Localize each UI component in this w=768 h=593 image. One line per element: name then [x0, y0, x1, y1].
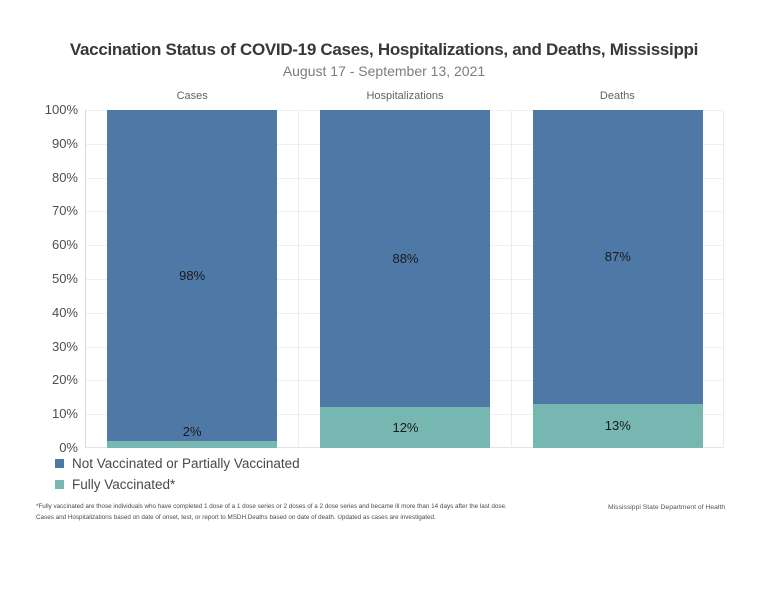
chart-legend: Not Vaccinated or Partially Vaccinated Fu…	[55, 453, 300, 495]
value-label-not-vaccinated: 87%	[604, 249, 631, 265]
segment-fully-vaccinated	[532, 404, 703, 448]
y-tick-label: 80%	[51, 169, 78, 185]
value-label-fully-vaccinated: 13%	[604, 418, 631, 434]
y-tick-label: 40%	[51, 304, 78, 320]
value-label-not-vaccinated: 88%	[392, 250, 419, 266]
panel-header: Cases	[176, 90, 208, 102]
footnote-line-1: *Fully vaccinated are those individuals …	[36, 503, 507, 510]
y-axis: 100% 90% 80% 70% 60% 50% 40% 30% 20% 10% 0%	[0, 102, 78, 455]
footnote-line-2: Cases and Hospitalizations based on date…	[36, 514, 436, 521]
legend-row: Not Vaccinated or Partially Vaccinated	[55, 453, 300, 474]
panel-header: Deaths	[599, 90, 635, 102]
legend-row: Fully Vaccinated*	[55, 474, 300, 495]
segment-not-vaccinated	[532, 110, 703, 405]
y-tick-label: 0%	[59, 440, 78, 455]
y-tick-label: 70%	[51, 203, 78, 219]
legend-label: Fully Vaccinated*	[72, 477, 176, 492]
value-label-fully-vaccinated: 2%	[182, 424, 202, 440]
panel-header: Hospitalizations	[366, 90, 444, 102]
value-label-fully-vaccinated: 12%	[392, 419, 419, 435]
y-tick-label: 50%	[51, 271, 78, 286]
plot-area: Cases 98% 2% Hospitalizations 88% 12% Deaths 87…	[85, 90, 724, 448]
y-tick-label: 30%	[51, 338, 78, 354]
y-tick-label: 90%	[51, 135, 78, 151]
y-tick-label: 10%	[51, 406, 78, 422]
legend-label: Not Vaccinated or Partially Vaccinated	[72, 456, 300, 471]
segment-fully-vaccinated	[320, 407, 491, 448]
y-tick-label: 20%	[51, 372, 78, 388]
segment-not-vaccinated	[107, 110, 278, 442]
chart-title: Vaccination Status of COVID-19 Cases, Ho…	[69, 40, 699, 59]
segment-not-vaccinated	[320, 110, 491, 408]
chart-subtitle: August 17 - September 13, 2021	[282, 63, 486, 79]
panel-cases: Cases 98% 2%	[86, 90, 298, 448]
legend-swatch-icon	[55, 459, 64, 468]
y-tick-label: 60%	[51, 237, 78, 253]
stacked-bar: 87% 13%	[532, 110, 703, 448]
source-credit: Mississippi State Department of Health	[608, 504, 726, 511]
panel-deaths: Deaths 87% 13%	[510, 90, 723, 448]
stacked-bar: 98% 2%	[107, 110, 278, 448]
segment-fully-vaccinated	[107, 441, 278, 448]
stacked-bar: 88% 12%	[320, 110, 491, 448]
panel-hospitalizations: Hospitalizations 88% 12%	[298, 90, 510, 448]
chart-footnote: *Fully vaccinated are those individuals …	[36, 501, 596, 523]
y-tick-label: 100%	[44, 102, 78, 117]
legend-swatch-icon	[55, 480, 64, 489]
value-label-not-vaccinated: 98%	[179, 267, 206, 283]
